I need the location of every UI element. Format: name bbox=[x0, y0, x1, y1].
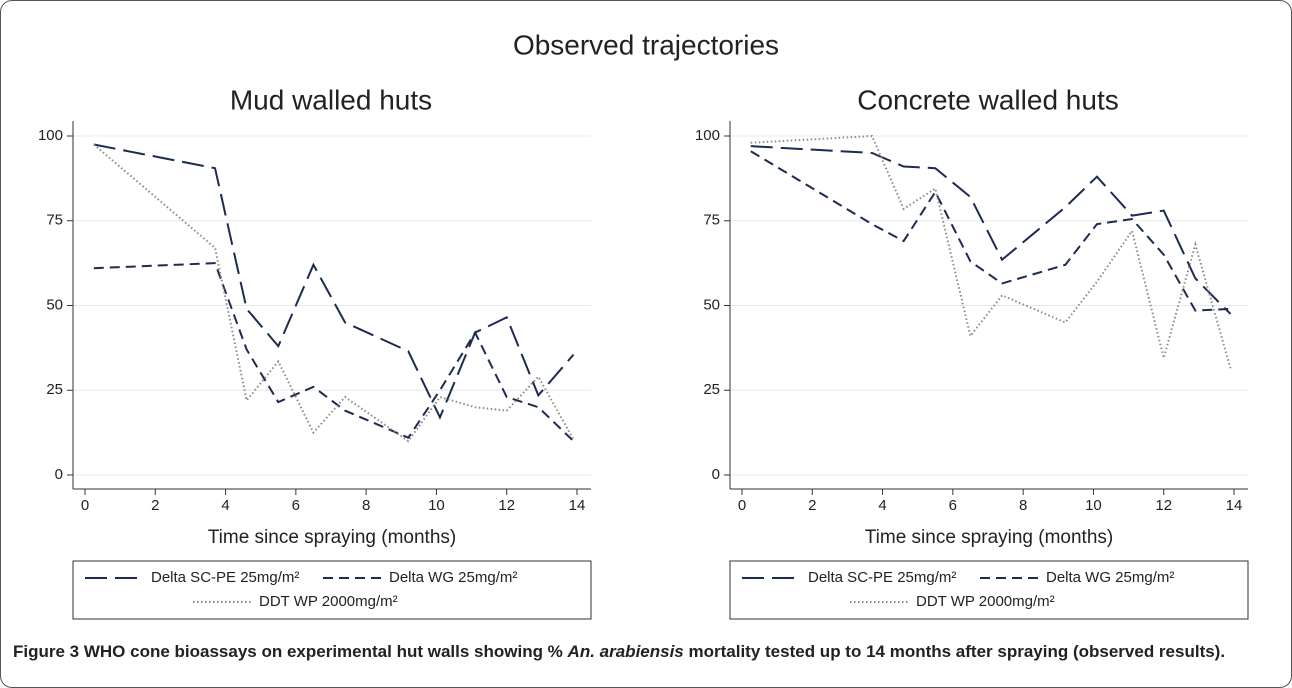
caption-text: WHO cone bioassays on experimental hut w… bbox=[83, 642, 563, 661]
legend-label: DDT WP 2000mg/m² bbox=[916, 593, 1055, 610]
x-tick-label: 12 bbox=[498, 497, 515, 514]
x-tick-label: 0 bbox=[738, 497, 746, 514]
x-tick-label: 6 bbox=[292, 497, 300, 514]
x-tick-label: 4 bbox=[221, 497, 229, 514]
data-line bbox=[93, 143, 575, 420]
chart-title: Mud walled huts bbox=[230, 84, 432, 115]
x-tick-label: 14 bbox=[1226, 497, 1243, 514]
caption-text: mortality tested up to 14 months after s… bbox=[688, 642, 1226, 661]
data-line bbox=[750, 145, 1232, 315]
y-tick-label: 75 bbox=[46, 212, 63, 229]
caption: Figure 3 WHO cone bioassays on experimen… bbox=[13, 639, 1273, 664]
caption-species: An. arabiensis bbox=[567, 642, 684, 661]
legend-box bbox=[72, 560, 592, 620]
y-tick-label: 75 bbox=[703, 212, 720, 229]
x-axis-label: Time since spraying (months) bbox=[865, 527, 1113, 548]
legend-box bbox=[729, 560, 1249, 620]
x-tick-label: 12 bbox=[1155, 497, 1172, 514]
y-tick-label: 100 bbox=[695, 127, 720, 144]
x-tick-label: 0 bbox=[81, 497, 89, 514]
y-tick-label: 100 bbox=[38, 127, 63, 144]
x-tick-label: 10 bbox=[428, 497, 445, 514]
legend-label: DDT WP 2000mg/m² bbox=[259, 593, 398, 610]
x-tick-label: 8 bbox=[362, 497, 370, 514]
x-tick-label: 2 bbox=[151, 497, 159, 514]
x-tick-label: 8 bbox=[1019, 497, 1027, 514]
data-line bbox=[750, 150, 1231, 312]
chart: Observed trajectories Mud walled huts025… bbox=[38, 29, 1249, 620]
y-tick-label: 0 bbox=[712, 466, 720, 483]
legend-label: Delta WG 25mg/m² bbox=[389, 569, 517, 586]
data-line bbox=[750, 134, 1232, 369]
y-tick-label: 25 bbox=[46, 381, 63, 398]
data-line bbox=[93, 262, 575, 442]
caption-label: Figure 3 bbox=[13, 642, 80, 661]
data-line bbox=[93, 143, 575, 443]
chart-title: Concrete walled huts bbox=[857, 84, 1118, 115]
legend-label: Delta SC-PE 25mg/m² bbox=[808, 569, 956, 586]
legend-label: Delta WG 25mg/m² bbox=[1046, 569, 1174, 586]
legend-label: Delta SC-PE 25mg/m² bbox=[151, 569, 299, 586]
x-tick-label: 14 bbox=[569, 497, 586, 514]
x-tick-label: 2 bbox=[808, 497, 816, 514]
y-tick-label: 50 bbox=[46, 296, 63, 313]
y-tick-label: 25 bbox=[703, 381, 720, 398]
figure-title: Observed trajectories bbox=[513, 29, 779, 60]
x-tick-label: 10 bbox=[1085, 497, 1102, 514]
x-axis-label: Time since spraying (months) bbox=[208, 527, 456, 548]
y-tick-label: 50 bbox=[703, 296, 720, 313]
x-tick-label: 6 bbox=[949, 497, 957, 514]
y-tick-label: 0 bbox=[55, 466, 63, 483]
x-tick-label: 4 bbox=[878, 497, 886, 514]
